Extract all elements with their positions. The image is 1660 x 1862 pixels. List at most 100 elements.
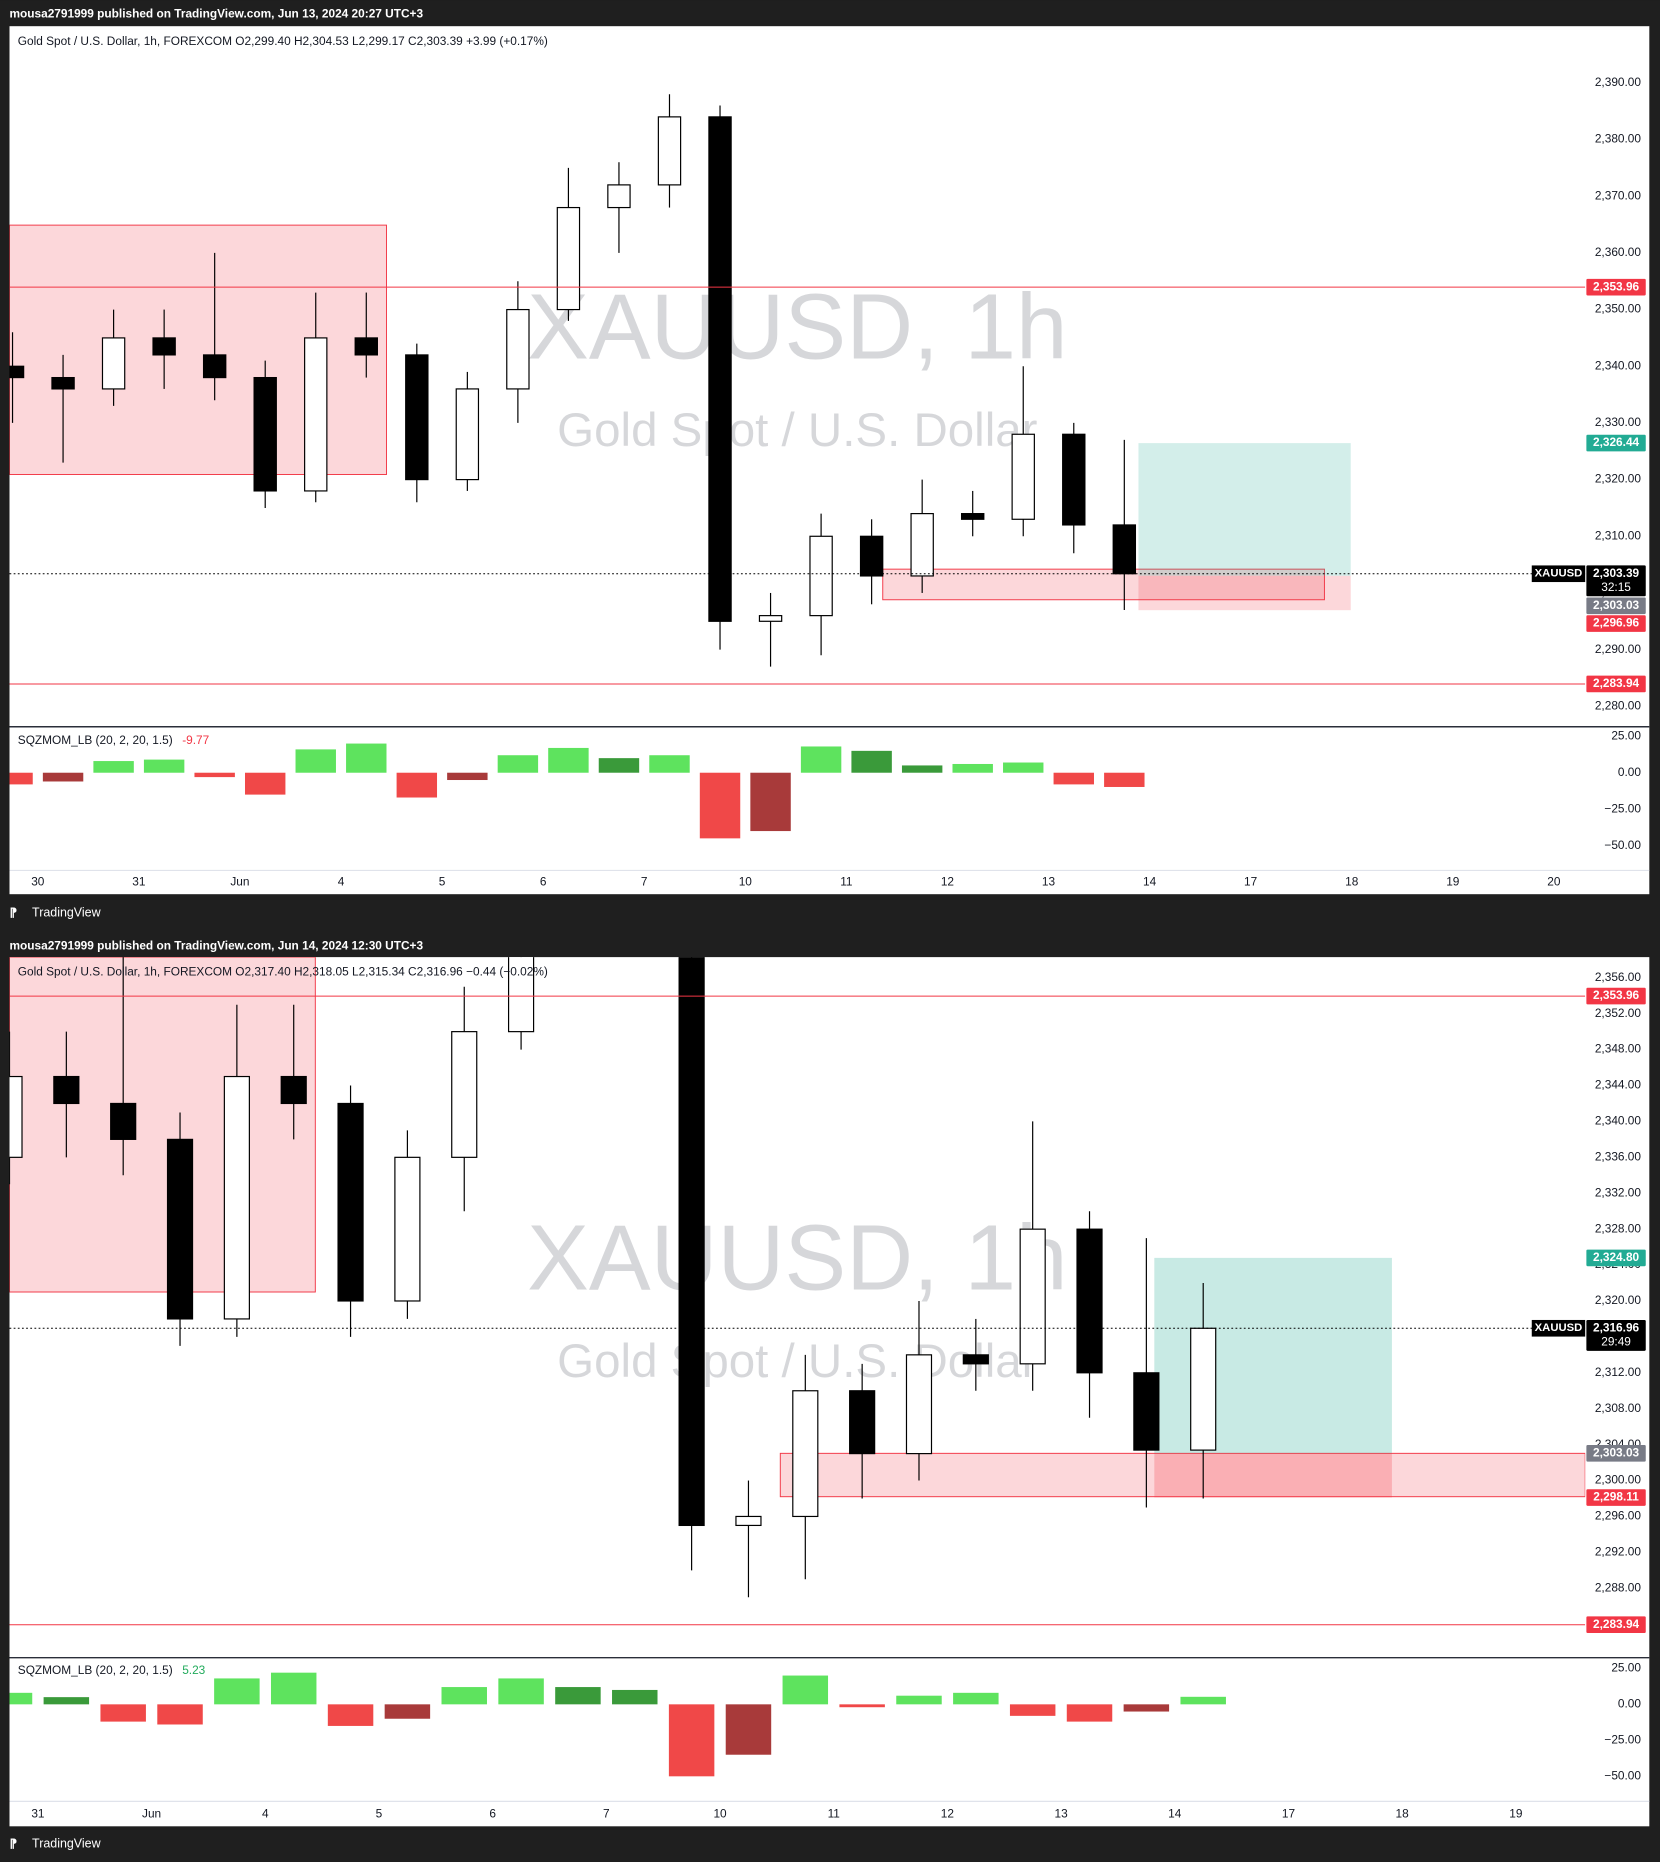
momentum-bar [1003,762,1044,773]
indicator-tick-label: −25.00 [1604,801,1641,815]
x-tick-label: 10 [739,874,753,888]
indicator-tick-label: −50.00 [1604,838,1641,852]
y-tick-label: 2,350.00 [1595,302,1642,316]
candle-body [451,1031,478,1158]
momentum-bar [896,1695,942,1705]
watermark-sub: Gold Spot / U.S. Dollar [557,1335,1038,1388]
brand-logo: ⁋ [9,1836,17,1850]
zone [1138,443,1351,576]
zone [9,957,316,1293]
candle-body [960,513,985,520]
momentum-bar [750,772,791,832]
momentum-bar [396,772,438,798]
price-countdown: 32:15 [1601,580,1631,594]
brand: TradingView [32,905,102,919]
x-tick-label: 12 [941,1807,954,1821]
legend-text: Gold Spot / U.S. Dollar, 1h, FOREXCOM O2… [18,34,548,48]
price-countdown: 29:49 [1601,1335,1631,1349]
price-label-bg [1586,615,1646,632]
candle-body [53,1075,80,1105]
candle-body [506,308,530,390]
price-pane: XAUUSD, 1h Gold Spot / U.S. Dollar [9,957,1586,1626]
momentum-bar [1066,1704,1113,1722]
watermark-sub: Gold Spot / U.S. Dollar [557,404,1038,457]
symbol-tag-bg [1531,565,1586,583]
x-tick-label: 11 [840,874,853,888]
momentum-bar [800,746,842,773]
candle-body [792,1390,819,1518]
candle-body [735,1515,762,1527]
candle-body [556,206,581,311]
zone [9,224,387,475]
x-tick-label: Jun [142,1807,161,1821]
momentum-bar [952,763,993,773]
momentum-bar [649,755,690,773]
price-label-bg [1586,565,1646,597]
x-tick-label: 19 [1509,1807,1523,1821]
indicator-tick-label: 0.00 [1618,1696,1641,1710]
candle-body [394,1156,421,1302]
candle-body [223,1075,250,1320]
momentum-bar [839,1704,885,1708]
indicator-tick-label: 25.00 [1611,1660,1641,1674]
candle-body [1011,433,1035,520]
momentum-bar [782,1675,829,1705]
y-tick-label: 2,356.00 [1595,970,1642,984]
indicator-tick-label: 25.00 [1611,728,1641,742]
price-label: 2,316.96 [1593,1320,1640,1334]
y-tick-label: 2,332.00 [1595,1185,1642,1199]
candle-body [337,1102,364,1302]
y-tick-label: 2,320.00 [1595,1293,1642,1307]
momentum-bar [612,1689,658,1705]
y-tick-label: 2,300.00 [1595,1473,1642,1487]
momentum-bar [598,758,640,773]
candle-body [51,376,75,390]
x-tick-label: 12 [941,874,954,888]
indicator-pane [9,1672,1226,1777]
price-label: 2,324.80 [1593,1250,1640,1264]
price-label: 2,303.03 [1593,1445,1640,1459]
price-pane: XAUUSD, 1h Gold Spot / U.S. Dollar [9,94,1586,685]
indicator-title: SQZMOM_LB (20, 2, 20, 1.5) [18,1663,173,1677]
candle-body [1112,524,1137,575]
x-tick-label: 20 [1547,874,1561,888]
momentum-bar [157,1704,203,1725]
x-tick-label: 14 [1168,1807,1182,1821]
x-tick-label: 19 [1446,874,1460,888]
momentum-bar [1123,1704,1170,1712]
indicator-pane [9,743,1145,839]
zone [1154,1453,1392,1498]
y-tick-label: 2,370.00 [1595,188,1642,202]
momentum-bar [42,772,84,782]
candle-body [202,354,227,379]
y-tick-label: 2,292.00 [1595,1545,1642,1559]
y-tick-label: 2,380.00 [1595,132,1642,146]
symbol-tag: XAUUSD [1535,568,1583,580]
indicator-tick-label: −25.00 [1604,1732,1641,1746]
candle-body [152,337,176,356]
price-label: 2,353.96 [1593,279,1640,293]
indicator-tick-label: −50.00 [1604,1768,1641,1782]
symbol-tag: XAUUSD [1535,1322,1583,1334]
y-tick-label: 2,344.00 [1595,1078,1642,1092]
momentum-bar [498,1678,544,1705]
watermark: XAUUSD, 1h [527,1205,1067,1309]
momentum-bar [725,1704,772,1755]
candle-body [507,957,535,1033]
price-label-bg [1586,987,1646,1005]
y-tick-label: 2,312.00 [1595,1365,1642,1379]
x-tick-label: 13 [1042,874,1056,888]
zone [1154,1257,1392,1454]
candle-body [110,1102,137,1140]
brand-logo: ⁋ [9,905,17,919]
y-tick-label: 2,390.00 [1595,75,1642,89]
header-text: mousa2791999 published on TradingView.co… [9,939,423,953]
momentum-bar [270,1672,317,1705]
candle-body [354,337,378,356]
x-tick-label: 18 [1345,874,1359,888]
x-tick-label: 4 [338,874,345,888]
price-label: 2,353.96 [1593,988,1640,1002]
momentum-bar [214,1678,260,1705]
price-label: 2,283.94 [1593,676,1640,690]
